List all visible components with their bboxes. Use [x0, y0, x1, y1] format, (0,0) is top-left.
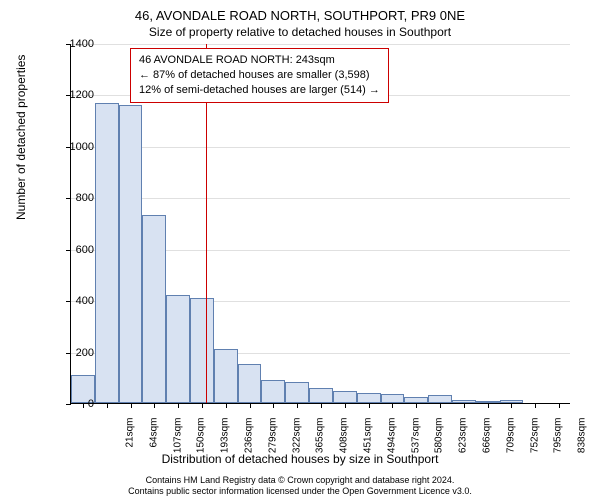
info-line-1: 46 AVONDALE ROAD NORTH: 243sqm — [139, 53, 380, 68]
xtick-mark — [345, 403, 346, 408]
histogram-bar — [166, 295, 190, 403]
page-subtitle: Size of property relative to detached ho… — [0, 23, 600, 39]
histogram-bar — [285, 382, 309, 403]
xtick-label: 537sqm — [410, 418, 421, 468]
xtick-mark — [178, 403, 179, 408]
xtick-label: 107sqm — [172, 418, 183, 468]
ytick-mark — [66, 301, 71, 302]
xtick-mark — [488, 403, 489, 408]
info-line-2: ← 87% of detached houses are smaller (3,… — [139, 68, 380, 83]
histogram-bar — [333, 391, 357, 403]
histogram-bar — [357, 393, 381, 403]
page-title: 46, AVONDALE ROAD NORTH, SOUTHPORT, PR9 … — [0, 0, 600, 23]
ytick-label: 0 — [88, 398, 94, 410]
xtick-mark — [440, 403, 441, 408]
xtick-label: 451sqm — [363, 418, 374, 468]
ytick-label: 1000 — [70, 141, 94, 153]
xtick-mark — [369, 403, 370, 408]
xtick-mark — [226, 403, 227, 408]
xtick-mark — [511, 403, 512, 408]
y-axis-label: Number of detached properties — [14, 55, 28, 220]
xtick-mark — [107, 403, 108, 408]
xtick-mark — [464, 403, 465, 408]
xtick-label: 322sqm — [291, 418, 302, 468]
xtick-mark — [154, 403, 155, 408]
xtick-label: 623sqm — [458, 418, 469, 468]
xtick-mark — [131, 403, 132, 408]
xtick-label: 236sqm — [243, 418, 254, 468]
xtick-mark — [559, 403, 560, 408]
xtick-label: 193sqm — [220, 418, 231, 468]
xtick-mark — [297, 403, 298, 408]
xtick-label: 838sqm — [577, 418, 588, 468]
reference-info-box: 46 AVONDALE ROAD NORTH: 243sqm ← 87% of … — [130, 48, 389, 103]
xtick-label: 365sqm — [315, 418, 326, 468]
xtick-label: 64sqm — [148, 418, 159, 468]
gridline — [71, 44, 570, 45]
ytick-label: 200 — [76, 347, 94, 359]
xtick-label: 494sqm — [386, 418, 397, 468]
xtick-label: 279sqm — [267, 418, 278, 468]
xtick-mark — [202, 403, 203, 408]
xtick-mark — [416, 403, 417, 408]
xtick-mark — [273, 403, 274, 408]
ytick-label: 600 — [76, 244, 94, 256]
footer-line-2: Contains public sector information licen… — [0, 486, 600, 498]
xtick-mark — [392, 403, 393, 408]
ytick-label: 800 — [76, 192, 94, 204]
chart-container: 46, AVONDALE ROAD NORTH, SOUTHPORT, PR9 … — [0, 0, 600, 500]
xtick-label: 580sqm — [434, 418, 445, 468]
histogram-bar — [309, 388, 333, 403]
xtick-label: 795sqm — [553, 418, 564, 468]
ytick-mark — [66, 404, 71, 405]
ytick-label: 1200 — [70, 89, 94, 101]
xtick-label: 666sqm — [482, 418, 493, 468]
xtick-label: 752sqm — [529, 418, 540, 468]
xtick-mark — [250, 403, 251, 408]
xtick-mark — [83, 403, 84, 408]
gridline — [71, 198, 570, 199]
ytick-mark — [66, 198, 71, 199]
histogram-bar — [190, 298, 214, 403]
ytick-mark — [66, 250, 71, 251]
histogram-bar — [381, 394, 405, 403]
xtick-mark — [535, 403, 536, 408]
xtick-mark — [321, 403, 322, 408]
footer-line-1: Contains HM Land Registry data © Crown c… — [0, 475, 600, 487]
histogram-bar — [238, 364, 262, 403]
histogram-bar — [261, 380, 285, 403]
histogram-bar — [119, 105, 143, 403]
xtick-label: 408sqm — [339, 418, 350, 468]
ytick-label: 1400 — [70, 38, 94, 50]
histogram-bar — [142, 215, 166, 403]
histogram-bar — [428, 395, 452, 403]
xtick-label: 709sqm — [505, 418, 516, 468]
gridline — [71, 147, 570, 148]
histogram-bar — [95, 103, 119, 403]
ytick-label: 400 — [76, 295, 94, 307]
histogram-bar — [214, 349, 238, 403]
info-line-3: 12% of semi-detached houses are larger (… — [139, 83, 380, 98]
footer-attribution: Contains HM Land Registry data © Crown c… — [0, 475, 600, 498]
xtick-label: 21sqm — [124, 418, 135, 468]
xtick-label: 150sqm — [196, 418, 207, 468]
ytick-mark — [66, 353, 71, 354]
